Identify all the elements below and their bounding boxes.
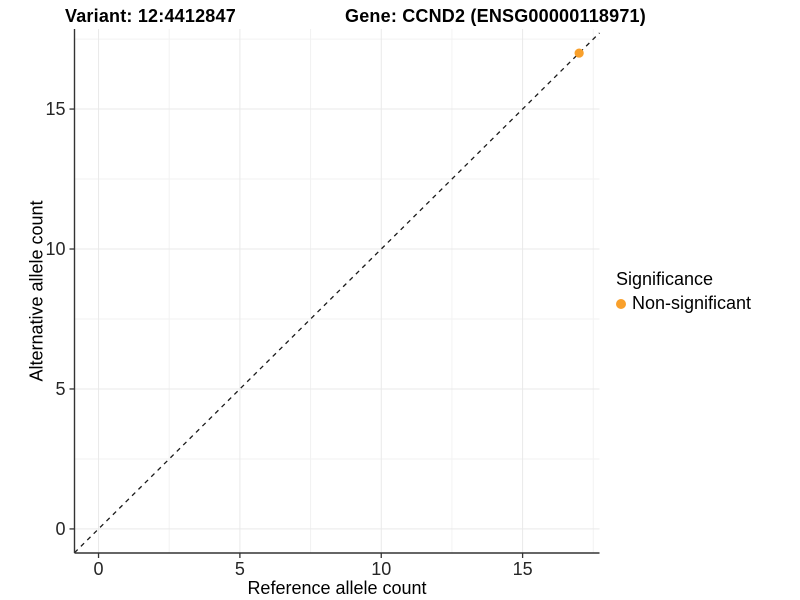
- x-tick-label: 0: [94, 559, 104, 579]
- y-tick-label: 5: [55, 379, 65, 399]
- legend-item: Non-significant: [616, 293, 751, 314]
- gene-title: Gene: CCND2 (ENSG00000118971): [345, 6, 646, 26]
- y-axis-title: Alternative allele count: [26, 200, 47, 382]
- legend-items: Non-significant: [616, 293, 751, 314]
- legend-title: Significance: [616, 269, 714, 289]
- x-tick-label: 15: [513, 559, 533, 579]
- y-tick-label: 0: [55, 519, 65, 539]
- y-tick-label: 10: [45, 239, 65, 259]
- legend-point-icon: [616, 298, 626, 309]
- variant-title: Variant: 12:4412847: [65, 6, 236, 26]
- y-tick-label: 15: [45, 99, 65, 119]
- data-point: [574, 48, 584, 58]
- x-axis-title: Reference allele count: [247, 578, 427, 598]
- legend-item-label: Non-significant: [632, 293, 752, 313]
- legend: Significance Non-significant: [616, 269, 751, 314]
- x-tick-label: 5: [235, 559, 245, 579]
- identity-line: [74, 32, 600, 554]
- x-tick-label: 10: [371, 559, 391, 579]
